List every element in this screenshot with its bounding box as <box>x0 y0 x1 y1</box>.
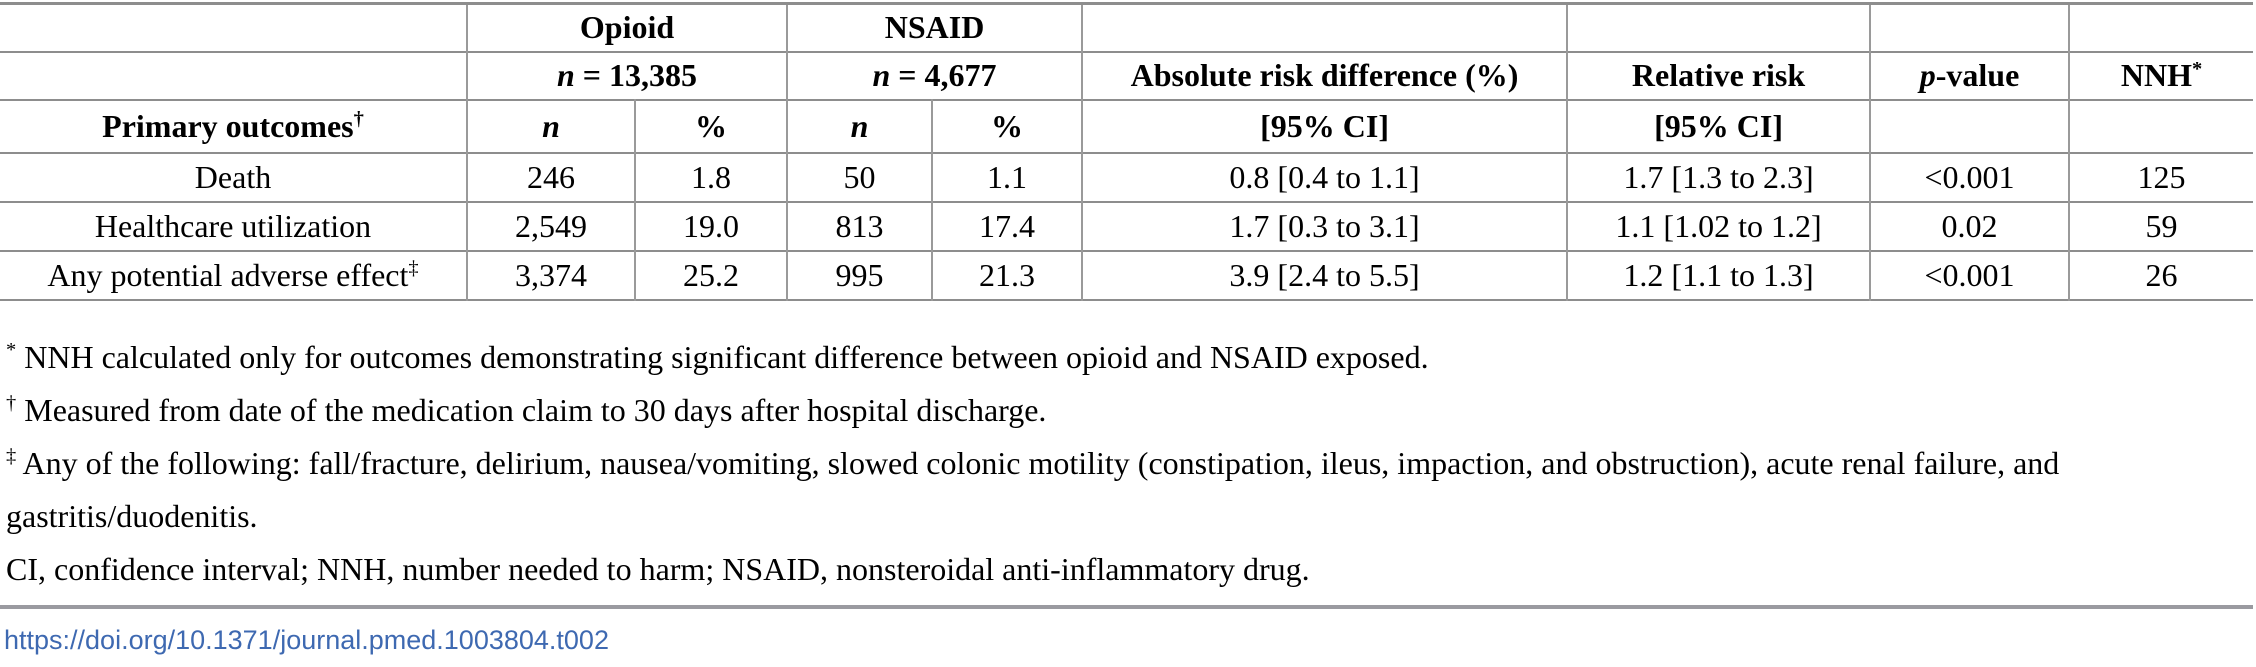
nsaid-pct-cell: 21.3 <box>931 250 1083 300</box>
asterisk-superscript: * <box>6 339 17 362</box>
opioid-n-cell: 246 <box>466 152 635 202</box>
outcome-label-cell: Healthcare utilization <box>0 202 467 251</box>
n-symbol: n <box>872 57 891 93</box>
nsaid-n-total: n = 4,677 <box>786 51 1083 100</box>
outcome-label-cell: Death <box>0 153 467 202</box>
nsaid-pct-cell: 17.4 <box>931 201 1083 251</box>
footnote-double-dagger: ‡ Any of the following: fall/fracture, d… <box>6 437 2218 543</box>
rr-ci-subheader: [95% CI] <box>1566 99 1871 153</box>
p-value-header: p-value <box>1869 51 2070 100</box>
ard-cell: 3.9 [2.4 to 5.5] <box>1081 250 1568 300</box>
ard-header: Absolute risk difference (%) <box>1081 51 1568 100</box>
opioid-pct-subheader: % <box>633 99 788 153</box>
outcome-label-text: Any potential adverse effect <box>47 256 409 293</box>
p-symbol: p <box>1919 57 1936 93</box>
outcome-label-text: Death <box>194 158 272 195</box>
footnote-text: Measured from date of the medication cla… <box>16 391 1047 428</box>
opioid-pct-cell: 19.0 <box>633 201 788 251</box>
rr-cell: 1.7 [1.3 to 2.3] <box>1566 152 1871 202</box>
nsaid-n-cell: 50 <box>786 152 933 202</box>
ard-empty-cell <box>1081 3 1568 52</box>
divider-rule <box>0 604 2253 609</box>
dagger-superscript: † <box>353 108 364 131</box>
opioid-group-header: Opioid <box>465 3 788 52</box>
footnote-text: Any of the following: fall/fracture, del… <box>6 444 2060 534</box>
opioid-n-total-value: = 13,385 <box>574 57 698 93</box>
primary-outcomes-text: Primary outcomes <box>102 107 354 144</box>
relative-risk-header: Relative risk <box>1566 51 1871 100</box>
nnh-header-text: NNH <box>2120 57 2192 93</box>
nsaid-group-header: NSAID <box>786 3 1083 52</box>
pvalue-empty-cell <box>1869 3 2070 52</box>
nnh-empty-cell <box>2068 3 2254 52</box>
rr-empty-cell <box>1566 3 1871 52</box>
opioid-n-cell: 3,374 <box>466 250 635 300</box>
nsaid-n-total-value: = 4,677 <box>890 57 997 93</box>
pvalue-empty-subheader-cell <box>1869 99 2070 153</box>
nsaid-n-cell: 995 <box>786 250 933 300</box>
opioid-n-total: n = 13,385 <box>465 51 788 100</box>
asterisk-superscript: * <box>2191 57 2203 80</box>
ard-ci-subheader: [95% CI] <box>1081 99 1568 153</box>
footnote-dagger: † Measured from date of the medication c… <box>6 384 2218 437</box>
nsaid-pct-subheader: % <box>931 99 1083 153</box>
outcomes-table: Opioid NSAID n = 13,385 n = 4,677 Absolu… <box>0 2 2254 301</box>
p-value-cell: <0.001 <box>1869 152 2070 202</box>
double-dagger-superscript: ‡ <box>408 257 419 280</box>
nsaid-pct-cell: 1.1 <box>931 152 1083 202</box>
nsaid-n-subheader: n <box>786 99 933 153</box>
nnh-header: NNH* <box>2068 51 2254 100</box>
opioid-pct-cell: 1.8 <box>633 152 788 202</box>
n-total-row: n = 13,385 n = 4,677 Absolute risk diffe… <box>0 51 2254 100</box>
nnh-cell: 26 <box>2068 250 2254 300</box>
nnh-cell: 125 <box>2068 152 2254 202</box>
ard-cell: 1.7 [0.3 to 3.1] <box>1081 201 1568 251</box>
table-row-death: Death 246 1.8 50 1.1 0.8 [0.4 to 1.1] 1.… <box>0 152 2254 202</box>
opioid-n-subheader: n <box>466 99 635 153</box>
dagger-superscript: † <box>6 392 17 415</box>
doi-link[interactable]: https://doi.org/10.1371/journal.pmed.100… <box>4 624 609 655</box>
nnh-cell: 59 <box>2068 201 2254 251</box>
footnotes-block: * NNH calculated only for outcomes demon… <box>6 331 2218 596</box>
group-header-row: Opioid NSAID <box>0 3 2254 52</box>
opioid-pct-cell: 25.2 <box>633 250 788 300</box>
table-row-adverse-effect: Any potential adverse effect‡ 3,374 25.2… <box>0 250 2254 300</box>
footnote-text: CI, confidence interval; NNH, number nee… <box>6 550 1310 587</box>
empty-corner-cell <box>0 4 467 52</box>
table-row-healthcare-utilization: Healthcare utilization 2,549 19.0 813 17… <box>0 201 2254 251</box>
subheader-row: Primary outcomes† n % n % [95% CI] [95% … <box>0 99 2254 153</box>
rr-cell: 1.1 [1.02 to 1.2] <box>1566 201 1871 251</box>
nnh-empty-subheader-cell <box>2068 99 2254 153</box>
empty-cell <box>0 52 467 100</box>
footnote-abbreviations: CI, confidence interval; NNH, number nee… <box>6 543 2218 596</box>
nsaid-n-cell: 813 <box>786 201 933 251</box>
footnote-nnh: * NNH calculated only for outcomes demon… <box>6 331 2218 384</box>
p-value-cell: 0.02 <box>1869 201 2070 251</box>
doi-line: https://doi.org/10.1371/journal.pmed.100… <box>4 625 2256 656</box>
rr-cell: 1.2 [1.1 to 1.3] <box>1566 250 1871 300</box>
p-value-cell: <0.001 <box>1869 250 2070 300</box>
n-symbol: n <box>556 57 575 93</box>
p-value-header-rest: -value <box>1935 57 2020 93</box>
ard-cell: 0.8 [0.4 to 1.1] <box>1081 152 1568 202</box>
footnote-text: NNH calculated only for outcomes demonst… <box>16 338 1429 375</box>
outcome-label-text: Healthcare utilization <box>94 207 372 244</box>
opioid-n-cell: 2,549 <box>466 201 635 251</box>
double-dagger-superscript: ‡ <box>6 445 17 468</box>
outcome-label-cell: Any potential adverse effect‡ <box>0 251 467 300</box>
primary-outcomes-header: Primary outcomes† <box>0 100 467 153</box>
